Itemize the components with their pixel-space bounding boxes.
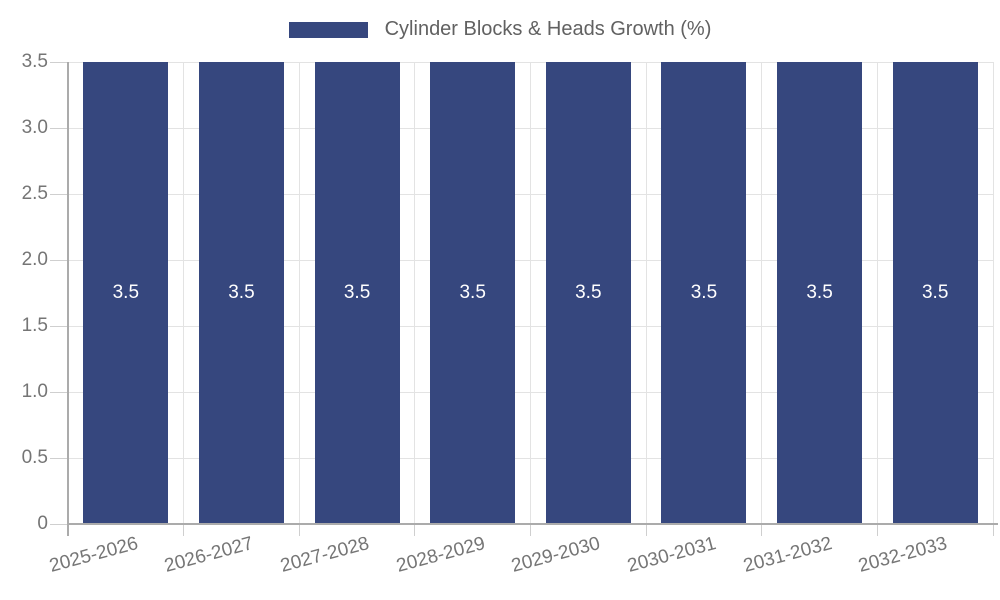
x-tick-label: 2029-2030 <box>509 533 603 577</box>
x-tick-mark <box>183 524 185 536</box>
bar: 3.5 <box>198 62 284 524</box>
x-gridline <box>414 62 416 524</box>
y-tick-label: 0.5 <box>21 447 48 468</box>
y-tick-mark <box>50 193 68 195</box>
x-gridline <box>761 62 763 524</box>
x-tick-label: 2030-2031 <box>625 533 719 577</box>
x-gridline <box>530 62 531 524</box>
bar-value-label: 3.5 <box>921 282 949 303</box>
y-tick-mark <box>50 127 68 129</box>
y-tick-label: 3.0 <box>21 117 48 138</box>
x-gridline <box>876 62 878 524</box>
bar: 3.5 <box>892 62 978 524</box>
x-axis-line <box>68 523 998 525</box>
bar-value-label: 3.5 <box>228 282 255 303</box>
legend-label: Cylinder Blocks & Heads Growth (%) <box>384 18 712 40</box>
x-gridline <box>645 62 647 524</box>
bar-value-label: 3.5 <box>690 282 718 303</box>
bar: 3.5 <box>430 62 516 524</box>
bar-value-label: 3.5 <box>112 282 140 303</box>
y-tick-mark <box>50 61 68 63</box>
x-tick-label: 2025-2026 <box>47 533 141 577</box>
x-tick-mark <box>876 524 878 536</box>
y-tick-mark <box>50 325 68 327</box>
x-tick-label: 2028-2029 <box>393 533 488 577</box>
x-tick-mark <box>761 524 763 536</box>
x-tick-mark <box>645 524 647 536</box>
bar: 3.5 <box>545 62 631 524</box>
y-tick-label: 3.5 <box>21 51 48 72</box>
y-tick-mark <box>50 391 68 393</box>
x-tick-mark <box>414 524 416 536</box>
x-tick-label: 2031-2032 <box>740 533 834 577</box>
y-tick-mark <box>50 259 68 261</box>
y-tick-label: 2.0 <box>21 249 48 270</box>
bar-value-label: 3.5 <box>343 282 371 303</box>
x-gridline <box>298 62 300 524</box>
y-tick-mark <box>50 523 68 525</box>
x-tick-mark <box>298 524 300 536</box>
y-tick-mark <box>50 457 68 459</box>
chart-legend: Cylinder Blocks & Heads Growth (%) <box>0 18 1000 41</box>
x-tick-label: 2027-2028 <box>278 533 372 577</box>
y-axis-line <box>67 62 69 536</box>
x-tick-label: 2032-2033 <box>856 533 950 577</box>
y-tick-label: 1.0 <box>21 381 48 402</box>
bar-value-label: 3.5 <box>459 282 486 303</box>
y-tick-label: 2.5 <box>21 183 48 204</box>
x-tick-mark <box>530 524 531 536</box>
legend-swatch <box>288 21 368 38</box>
bar-value-label: 3.5 <box>575 282 602 303</box>
bar: 3.5 <box>314 62 400 524</box>
x-tick-mark <box>992 524 994 536</box>
y-tick-label: 0 <box>37 513 48 534</box>
x-gridline <box>183 62 185 524</box>
y-tick-label: 1.5 <box>21 315 48 336</box>
x-gridline <box>992 62 994 524</box>
bar: 3.5 <box>83 62 169 524</box>
x-tick-label: 2026-2027 <box>162 533 256 577</box>
bar-value-label: 3.5 <box>806 282 833 303</box>
bar: 3.5 <box>661 62 747 524</box>
bar: 3.5 <box>777 62 863 524</box>
